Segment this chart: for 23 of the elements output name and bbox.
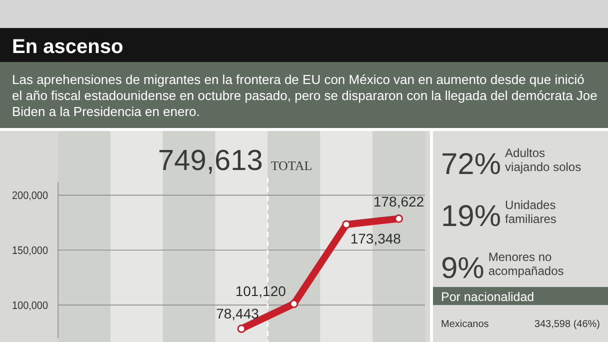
text: Adultos viajando solos: [505, 146, 582, 174]
point: [394, 214, 404, 223]
text: Menores no acompañados: [488, 250, 564, 278]
chart-title: En ascenso: [12, 36, 124, 58]
data-label: 78,443: [216, 306, 260, 322]
text: 72%: [441, 148, 502, 181]
data-label: 173,348: [350, 230, 402, 246]
text: 19%: [441, 200, 502, 233]
y-tick-label: 100,000: [12, 300, 52, 312]
text: TOTAL: [270, 158, 312, 173]
text: Mexicanos: [441, 319, 489, 330]
y-tick-label: 150,000: [12, 245, 52, 258]
data-label: 101,120: [235, 282, 286, 299]
text: Por nacionalidad: [441, 290, 534, 304]
text: 749,613: [158, 145, 263, 177]
point: [290, 300, 298, 308]
text: Unidades familiares: [505, 198, 556, 226]
data-label: 178,622: [373, 194, 424, 210]
text: 9%: [441, 252, 484, 285]
chart-subtitle: Las aprehensiones de migrantes en la frontera de EU con México van en aumento desde que inició el año fiscal estadounidense en octubre pasado, pero se dispararon con la llegada del demócrata Joe Biden a la Presidencia en enero.: [12, 72, 598, 119]
point: [237, 324, 246, 333]
text: 343,598 (46%): [534, 319, 600, 330]
y-tick-label: 200,000: [12, 190, 52, 202]
